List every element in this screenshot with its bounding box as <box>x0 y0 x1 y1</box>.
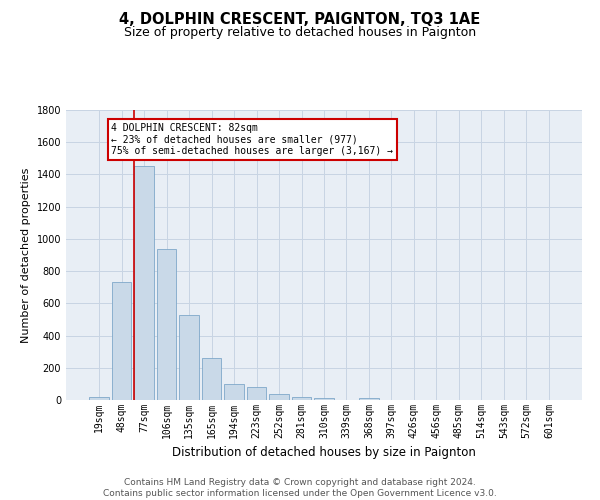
Text: Contains HM Land Registry data © Crown copyright and database right 2024.
Contai: Contains HM Land Registry data © Crown c… <box>103 478 497 498</box>
Bar <box>112 282 131 400</box>
Bar <box>134 166 154 400</box>
Bar <box>359 398 379 400</box>
Bar <box>314 398 334 400</box>
Bar <box>269 394 289 400</box>
Bar <box>224 384 244 400</box>
Bar <box>202 358 221 400</box>
Text: Size of property relative to detached houses in Paignton: Size of property relative to detached ho… <box>124 26 476 39</box>
Bar <box>179 314 199 400</box>
Bar <box>292 397 311 400</box>
Bar <box>157 248 176 400</box>
X-axis label: Distribution of detached houses by size in Paignton: Distribution of detached houses by size … <box>172 446 476 460</box>
Bar <box>89 397 109 400</box>
Bar <box>247 387 266 400</box>
Text: 4 DOLPHIN CRESCENT: 82sqm
← 23% of detached houses are smaller (977)
75% of semi: 4 DOLPHIN CRESCENT: 82sqm ← 23% of detac… <box>112 123 394 156</box>
Y-axis label: Number of detached properties: Number of detached properties <box>21 168 31 342</box>
Text: 4, DOLPHIN CRESCENT, PAIGNTON, TQ3 1AE: 4, DOLPHIN CRESCENT, PAIGNTON, TQ3 1AE <box>119 12 481 28</box>
